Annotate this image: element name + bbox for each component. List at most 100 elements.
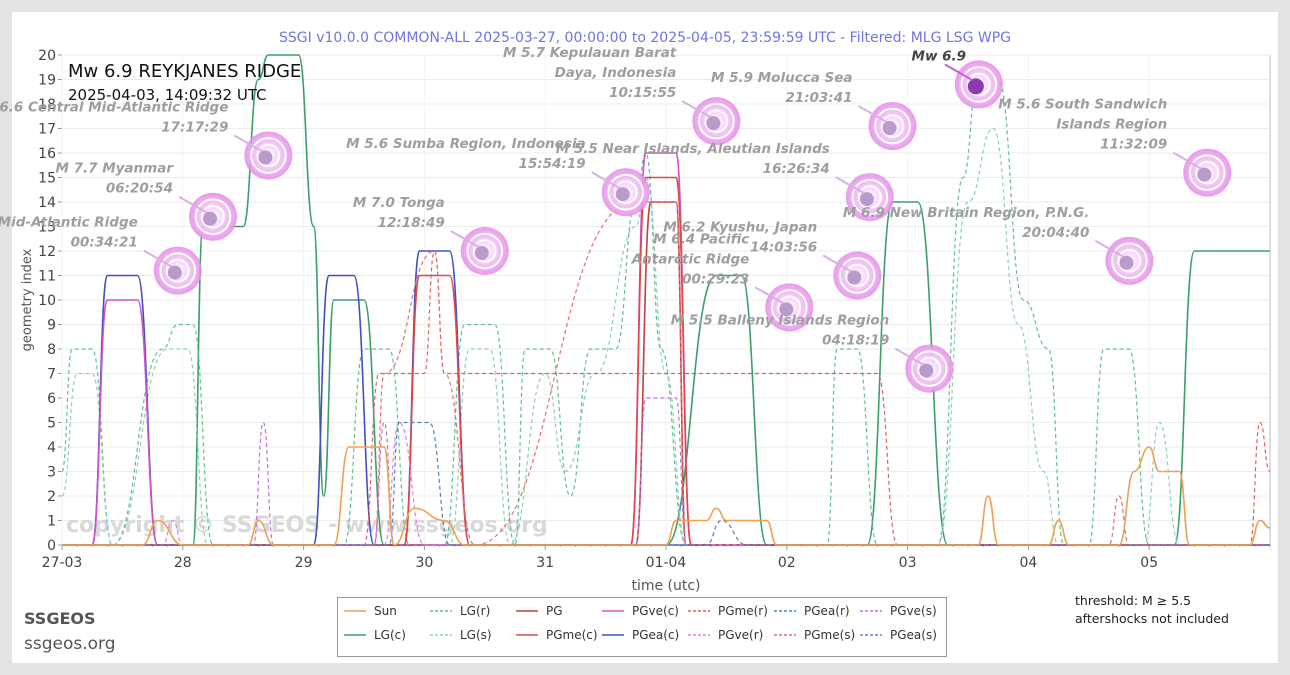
legend-swatch: [430, 634, 452, 636]
y-tick-label: 3: [47, 465, 56, 481]
quake-marker-ring: [698, 102, 735, 140]
y-tick-label: 5: [47, 416, 56, 432]
quake-marker-ring: [613, 180, 638, 204]
x-tick-label: 01-04: [646, 555, 687, 571]
quake-marker-core: [919, 363, 934, 378]
legend-label: PGea(s): [890, 628, 937, 642]
quake-marker-core: [706, 116, 721, 131]
legend-label: PG: [546, 604, 563, 618]
series-line-lg-s: [61, 127, 1270, 546]
y-axis-label: geometry index: [20, 248, 35, 351]
legend-label: LG(c): [374, 628, 406, 642]
y-tick-label: 0: [47, 538, 56, 554]
quake-label: M 5.5 Near Islands, Aleutian Islands: [556, 141, 830, 157]
x-tick-label: 02: [778, 555, 796, 571]
legend-label: PGve(c): [632, 604, 679, 618]
legend-item[interactable]: PGme(r): [688, 604, 768, 618]
x-tick-label: 04: [1019, 555, 1037, 571]
legend-item[interactable]: PGea(s): [860, 628, 937, 642]
quake-marker: M 5.7 Kepulauan Barat Daya, Indonesia 10:1…: [503, 45, 741, 146]
quake-marker-ring: [201, 204, 225, 229]
x-tick-label: 31: [536, 555, 554, 571]
legend: Sun LG(c) LG(r) LG(s) PG PGme(c) PGve(c) PGea(c…: [337, 597, 947, 657]
legend-swatch: [516, 634, 538, 636]
quake-marker-ring: [466, 232, 504, 270]
quake-marker-ring: [845, 263, 870, 288]
quake-marker-ring: [858, 185, 882, 209]
annotations: M 6.1 Central Mid-Atlantic Ridge 00:34:21…: [0, 45, 1232, 393]
quake-marker: M 6.2 Kyushu, Japan 14:03:56: [663, 220, 882, 300]
y-tick-label: 8: [47, 342, 56, 358]
quake-label: M 6.4 Pacific: [653, 231, 749, 247]
quake-label: M 5.6 Sumba Region, Indonesia: [346, 136, 586, 152]
series-line-sun: [61, 446, 1271, 546]
quake-marker-ring: [910, 350, 948, 387]
quake-marker-ring: [777, 295, 802, 320]
watermark: copyright © SSGEOS - www.ssgeos.org: [66, 513, 548, 538]
quake-label: 06:20:54: [106, 181, 173, 197]
legend-label: PGve(s): [890, 604, 937, 618]
legend-item[interactable]: PGea(r): [774, 604, 850, 618]
y-tick-label: 17: [38, 122, 56, 138]
quake-marker-ring: [256, 143, 281, 168]
quake-marker-ring: [1188, 154, 1226, 191]
legend-item[interactable]: PGea(c): [602, 628, 679, 642]
legend-item[interactable]: PG: [516, 604, 563, 618]
legend-item[interactable]: PGve(s): [860, 604, 937, 618]
quake-label: 17:17:29: [161, 119, 228, 135]
legend-item[interactable]: PGme(c): [516, 628, 598, 642]
y-tick-label: 12: [38, 244, 56, 260]
main-quake-marker: Mw 6.9: [912, 48, 1003, 109]
x-tick-label: 29: [295, 555, 313, 571]
quake-marker-core: [847, 270, 862, 285]
quake-marker-pointer: [1094, 239, 1124, 258]
legend-label: LG(s): [460, 628, 492, 642]
x-tick-label: 28: [174, 555, 192, 571]
brand-url[interactable]: ssgeos.org: [24, 634, 116, 654]
x-tick-label: 27-03: [42, 555, 83, 571]
legend-item[interactable]: LG(s): [430, 628, 492, 642]
y-tick-label: 19: [38, 73, 56, 89]
legend-swatch: [774, 634, 796, 636]
quake-marker: M 5.5 Balleny Islands Region 04:18:19: [671, 313, 954, 393]
legend-label: LG(r): [460, 604, 491, 618]
quake-label: 16:26:34: [763, 161, 830, 177]
quake-marker-ring: [874, 107, 911, 145]
legend-label: PGme(r): [718, 604, 768, 618]
legend-item[interactable]: Sun: [344, 604, 397, 618]
aftershocks-note: aftershocks not included: [1075, 611, 1229, 626]
quake-marker-ring: [1195, 160, 1220, 185]
legend-item[interactable]: PGve(r): [688, 628, 763, 642]
quake-marker-ring: [194, 198, 232, 235]
y-tick-label: 16: [38, 146, 56, 162]
y-tick-label: 15: [38, 171, 56, 187]
quake-marker-core: [779, 302, 794, 317]
series-group: [61, 54, 1271, 546]
y-tick-label: 13: [38, 220, 56, 236]
quake-marker: M 5.5 Near Islands, Aleutian Islands 16:2…: [556, 141, 894, 222]
quake-marker-ring: [960, 66, 998, 103]
legend-item[interactable]: LG(r): [430, 604, 490, 618]
legend-item[interactable]: PGme(s): [774, 628, 855, 642]
quake-label: 12:18:49: [378, 215, 445, 231]
legend-swatch: [344, 634, 366, 636]
quake-marker-ring: [967, 72, 991, 97]
quake-marker-ring: [917, 356, 942, 381]
legend-item[interactable]: LG(c): [344, 628, 406, 642]
legend-label: Sun: [374, 604, 397, 618]
y-tick-label: 6: [47, 391, 56, 407]
quake-marker-pointer: [822, 254, 852, 273]
y-tick-label: 2: [47, 489, 56, 505]
legend-item[interactable]: PGve(c): [602, 604, 679, 618]
quake-marker-core: [967, 78, 984, 95]
quake-label: 20:04:40: [1022, 225, 1089, 241]
quake-label: M 7.7 Myanmar: [55, 161, 174, 177]
quake-marker-core: [859, 192, 874, 207]
quake-marker-core: [882, 121, 897, 136]
quake-label: Islands Region: [1056, 117, 1167, 133]
quake-label: M 5.9 Molucca Sea: [711, 70, 853, 86]
threshold-note: threshold: M ≥ 5.5: [1075, 593, 1192, 608]
quake-label: Daya, Indonesia: [555, 65, 677, 81]
y-tick-label: 1: [47, 514, 56, 530]
